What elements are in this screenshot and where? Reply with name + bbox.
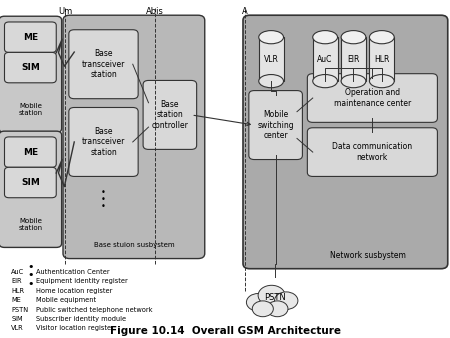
Text: Data communication
network: Data communication network (332, 142, 413, 162)
Text: VLR: VLR (11, 325, 24, 332)
Text: Authentication Center: Authentication Center (36, 269, 110, 275)
FancyBboxPatch shape (0, 131, 62, 247)
Text: Figure 10.14  Overall GSM Architecture: Figure 10.14 Overall GSM Architecture (109, 326, 341, 336)
FancyBboxPatch shape (4, 167, 56, 198)
Bar (313, 37, 338, 81)
Text: PSTN: PSTN (264, 293, 285, 302)
Text: •: • (101, 202, 106, 211)
Bar (259, 37, 284, 81)
FancyBboxPatch shape (307, 128, 437, 176)
FancyBboxPatch shape (249, 91, 302, 160)
Ellipse shape (341, 75, 366, 88)
Text: Public switched telephone network: Public switched telephone network (36, 307, 153, 313)
FancyBboxPatch shape (243, 15, 448, 269)
Ellipse shape (369, 75, 394, 88)
Ellipse shape (259, 31, 284, 44)
Text: Mobile equipment: Mobile equipment (36, 297, 96, 303)
Text: EIR: EIR (11, 278, 22, 284)
Bar (341, 37, 366, 81)
Ellipse shape (313, 31, 338, 44)
Ellipse shape (313, 75, 338, 88)
Text: Network susbystem: Network susbystem (330, 251, 406, 260)
Text: •: • (27, 262, 34, 272)
FancyBboxPatch shape (69, 107, 138, 176)
Text: Base
transceiver
station: Base transceiver station (82, 49, 125, 79)
Text: Mobile
station: Mobile station (18, 103, 42, 116)
Text: Base stuion susbystem: Base stuion susbystem (94, 242, 174, 248)
Text: HLR: HLR (374, 55, 390, 64)
Text: SIM: SIM (21, 63, 40, 72)
Circle shape (267, 301, 288, 317)
Text: SIM: SIM (11, 316, 23, 322)
Text: •: • (101, 188, 106, 197)
Text: Base
station
controller: Base station controller (152, 100, 188, 130)
Text: EIR: EIR (347, 55, 360, 64)
Ellipse shape (259, 75, 284, 88)
Text: •: • (27, 279, 34, 289)
FancyBboxPatch shape (4, 137, 56, 167)
Text: AuC: AuC (11, 269, 24, 275)
FancyBboxPatch shape (4, 22, 56, 52)
Text: Home location register: Home location register (36, 288, 112, 294)
Text: Mobile
station: Mobile station (18, 218, 42, 231)
Text: Mobile
switching
center: Mobile switching center (257, 110, 294, 140)
Ellipse shape (369, 31, 394, 44)
Text: VLR: VLR (264, 55, 279, 64)
Text: Abis: Abis (146, 7, 164, 16)
Text: ME: ME (23, 33, 38, 42)
Text: •: • (101, 195, 106, 204)
Circle shape (258, 285, 285, 306)
Ellipse shape (341, 31, 366, 44)
Text: PSTN: PSTN (11, 307, 28, 313)
Text: ME: ME (23, 148, 38, 156)
Text: Base
transceiver
station: Base transceiver station (82, 127, 125, 157)
Circle shape (252, 301, 273, 317)
Circle shape (247, 293, 270, 311)
Text: Equipment identity register: Equipment identity register (36, 278, 128, 284)
FancyBboxPatch shape (307, 74, 437, 122)
FancyBboxPatch shape (0, 16, 62, 132)
Text: ME: ME (11, 297, 21, 303)
FancyBboxPatch shape (63, 15, 205, 259)
Text: Operation and
maintenance center: Operation and maintenance center (334, 88, 411, 108)
Text: Subscriber identity module: Subscriber identity module (36, 316, 126, 322)
Text: SIM: SIM (21, 178, 40, 187)
Text: Visitor location register: Visitor location register (36, 325, 114, 332)
Bar (369, 37, 394, 81)
Text: HLR: HLR (11, 288, 24, 294)
Text: A: A (243, 7, 248, 16)
Circle shape (274, 292, 298, 310)
FancyBboxPatch shape (4, 52, 56, 83)
Text: Um: Um (58, 7, 72, 16)
FancyBboxPatch shape (143, 80, 197, 149)
Text: •: • (27, 270, 34, 281)
Text: AuC: AuC (317, 55, 333, 64)
FancyBboxPatch shape (69, 30, 138, 99)
